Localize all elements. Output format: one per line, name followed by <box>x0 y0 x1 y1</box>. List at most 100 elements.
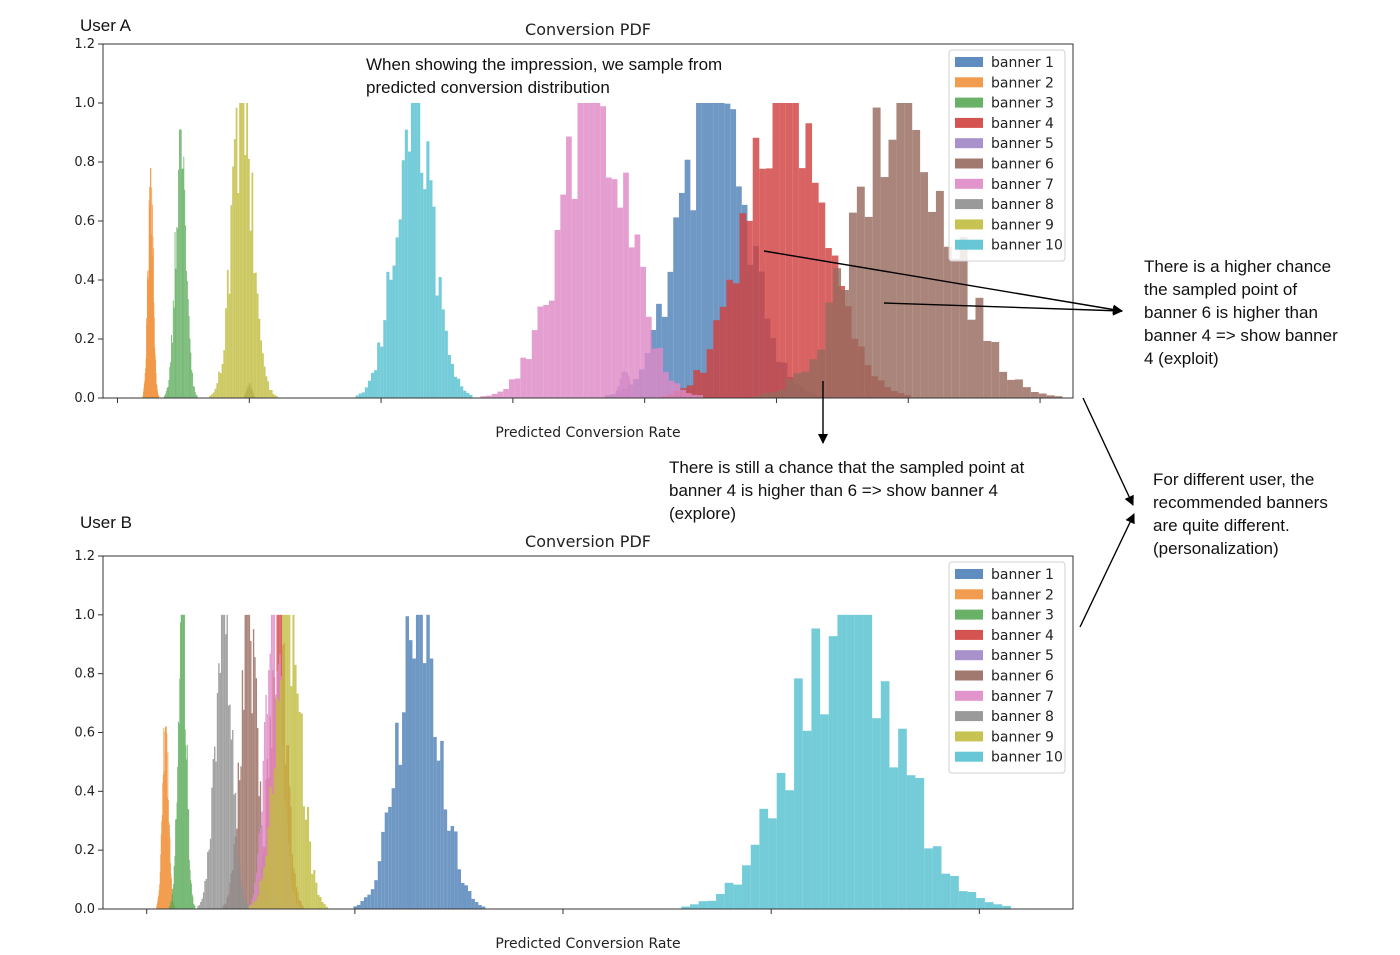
histogram-bar <box>467 891 472 909</box>
chart-b-plot-area <box>156 614 1011 909</box>
histogram-bar <box>226 614 228 909</box>
histogram-bar <box>284 614 287 909</box>
histogram-bar <box>265 694 267 909</box>
histogram-bar <box>173 884 174 909</box>
series-banner-2 <box>142 167 160 398</box>
histogram-bar <box>193 903 194 909</box>
histogram-bar <box>266 714 269 909</box>
histogram-bar <box>193 386 194 398</box>
histogram-bar <box>250 905 253 909</box>
histogram-bar <box>189 860 190 909</box>
histogram-bar <box>520 357 527 398</box>
y-tick-label: 1.0 <box>74 96 95 111</box>
histogram-bar <box>177 721 179 909</box>
histogram-bar <box>872 718 881 909</box>
histogram-bar <box>157 897 159 909</box>
histogram-bar <box>809 359 818 398</box>
histogram-bar <box>237 193 240 398</box>
histogram-bar <box>991 342 1000 398</box>
histogram-bar <box>167 752 169 909</box>
series-banner-3 <box>164 129 198 399</box>
sampling-note-line: When showing the impression, we sample f… <box>366 55 722 74</box>
histogram-bar <box>856 186 865 398</box>
histogram-bar <box>211 787 213 909</box>
histogram-bar <box>189 869 191 909</box>
histogram-bar <box>157 395 159 398</box>
histogram-bar <box>155 372 157 398</box>
histogram-bar <box>170 862 171 909</box>
histogram-bar <box>156 904 158 909</box>
histogram-bar <box>211 394 213 398</box>
histogram-bar <box>380 346 384 398</box>
histogram-bar <box>701 103 708 398</box>
legend-swatch <box>955 239 983 250</box>
histogram-bar <box>163 727 165 909</box>
histogram-bar <box>220 614 223 909</box>
histogram-bar <box>263 867 266 909</box>
histogram-bar <box>765 168 773 398</box>
histogram-bar <box>188 316 190 398</box>
histogram-bar <box>200 901 202 909</box>
arrow-banner6-to-exploit-note <box>883 302 1123 316</box>
histogram-bar <box>432 206 436 398</box>
legend-entry: banner 2 <box>991 587 1054 603</box>
histogram-bar <box>192 896 194 909</box>
histogram-bar <box>191 893 193 909</box>
histogram-bar <box>353 906 357 909</box>
histogram-bar <box>174 231 176 398</box>
histogram-bar <box>143 383 145 398</box>
histogram-bar <box>194 392 196 398</box>
y-tick-label: 0.4 <box>74 784 95 799</box>
histogram-bar <box>554 229 561 398</box>
histogram-bar <box>560 194 567 398</box>
histogram-bar <box>164 394 166 398</box>
histogram-bar <box>724 103 731 399</box>
histogram-bar <box>381 831 385 909</box>
histogram-bar <box>245 904 248 909</box>
histogram-bar <box>262 760 264 909</box>
personalization-note-line: (personalization) <box>1153 539 1279 558</box>
histogram-bar <box>429 180 433 398</box>
histogram-bar <box>272 393 275 398</box>
histogram-bar <box>732 283 740 398</box>
histogram-bar <box>184 189 186 398</box>
histogram-bar <box>457 869 462 909</box>
sampling-note: When showing the impression, we sample f… <box>366 55 727 97</box>
histogram-bar <box>225 634 227 909</box>
histogram-bar <box>548 300 555 398</box>
histogram-bar <box>160 854 162 909</box>
histogram-bar <box>384 812 389 909</box>
histogram-bar <box>191 883 192 909</box>
y-tick-label: 0.8 <box>74 155 95 170</box>
explore-note-line: There is still a chance that the sampled… <box>669 458 1025 477</box>
histogram-bar <box>792 103 799 398</box>
histogram-bar <box>673 217 679 398</box>
histogram-bar <box>209 395 212 398</box>
histogram-bar <box>444 330 448 398</box>
histogram-bar <box>162 782 164 909</box>
histogram-bar <box>951 258 960 398</box>
histogram-bar <box>275 697 278 909</box>
histogram-bar <box>776 772 786 909</box>
histogram-bar <box>1054 396 1063 398</box>
histogram-bar <box>404 129 408 398</box>
histogram-bar <box>270 614 273 909</box>
histogram-bar <box>693 370 701 398</box>
histogram-bar <box>392 265 396 398</box>
histogram-bar <box>302 806 305 909</box>
chart-b-legend: banner 1 banner 2 banner 3 banner 4 banner 5… <box>948 561 1066 774</box>
histogram-bar <box>276 396 278 398</box>
histogram-bar <box>187 809 189 909</box>
histogram-bar <box>170 902 172 909</box>
histogram-bar <box>171 334 172 398</box>
histogram-bar <box>817 349 826 398</box>
histogram-bar <box>159 872 161 909</box>
histogram-bar <box>684 159 691 398</box>
histogram-bar <box>181 614 183 909</box>
histogram-bar <box>514 378 521 398</box>
histogram-bar <box>471 898 475 909</box>
histogram-bar <box>254 900 258 909</box>
histogram-bar <box>258 833 260 909</box>
histogram-bar <box>263 366 266 398</box>
histogram-bar <box>754 395 762 398</box>
